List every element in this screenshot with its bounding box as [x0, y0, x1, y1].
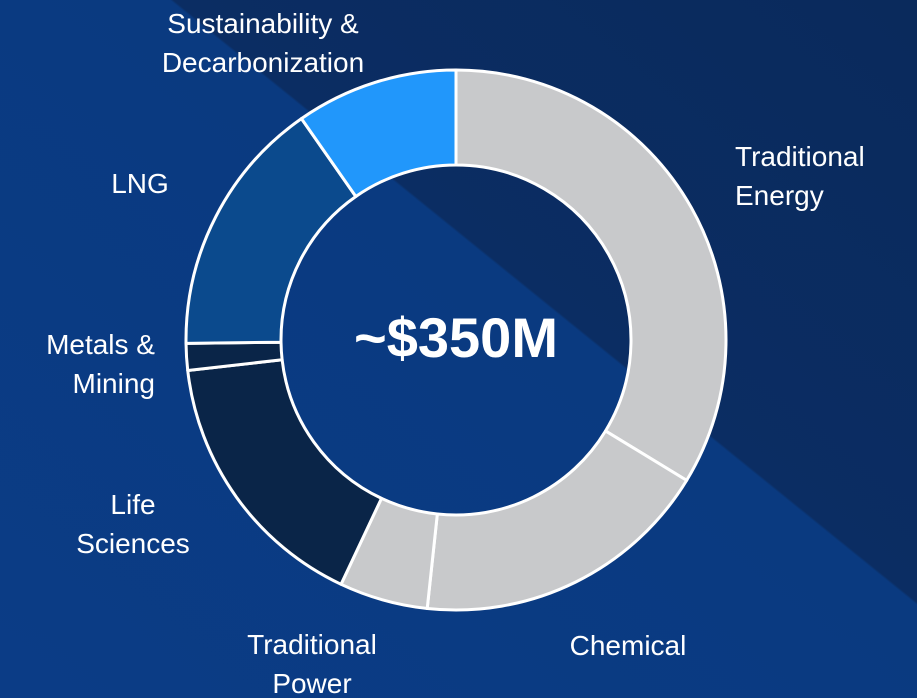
center-label: ~$350M [354, 306, 558, 369]
donut-segment [454, 68, 728, 482]
segment-label: Chemical [569, 630, 687, 661]
segment-label: LNG [111, 168, 169, 199]
segment-label: Traditional Energy [735, 141, 865, 211]
segment-label: Traditional Power [247, 629, 377, 698]
segment-label: Life Sciences [76, 489, 190, 559]
segment-label: Metals & Mining [46, 329, 155, 399]
donut-segment [299, 68, 458, 199]
donut-segment [425, 429, 689, 612]
segment-label: Sustainability & Decarbonization [161, 8, 365, 78]
donut-segment [186, 358, 383, 586]
